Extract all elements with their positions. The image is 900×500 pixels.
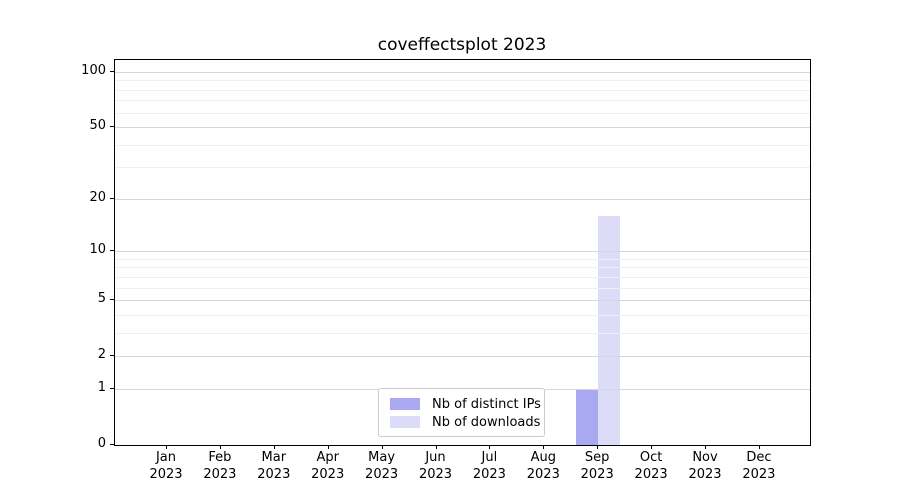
y-tick-mark (110, 126, 114, 128)
bar-downloads (598, 215, 621, 445)
x-tick-mark (327, 445, 329, 449)
x-tick-mark (758, 445, 760, 449)
y-tick-label: 2 (97, 347, 106, 363)
legend-swatch-downloads (390, 416, 420, 428)
y-tick-mark (110, 387, 114, 389)
legend-swatch-distinct-ips (390, 398, 420, 410)
x-tick-mark (705, 445, 706, 449)
y-tick-label: 100 (81, 62, 106, 78)
x-tick-label: Mar 2023 (257, 450, 291, 482)
x-tick-label: Apr 2023 (311, 450, 345, 482)
y-tick-label: 20 (89, 189, 106, 205)
y-tick-label: 1 (97, 379, 106, 395)
x-tick-label: May 2023 (365, 450, 399, 482)
gridline-major (115, 127, 810, 129)
chart-title: coveffectsplot 2023 (377, 35, 547, 55)
gridline-minor (115, 258, 810, 260)
gridline-minor (115, 276, 810, 278)
gridline-major (115, 251, 810, 253)
legend-item-downloads: Nb of downloads (379, 413, 544, 431)
x-tick-mark (381, 445, 383, 449)
gridline-minor (115, 314, 810, 316)
x-tick-label: Jul 2023 (472, 450, 506, 482)
legend-label-downloads: Nb of downloads (432, 414, 541, 430)
gridline-major (115, 356, 810, 358)
y-tick-label: 50 (89, 118, 106, 134)
y-tick-mark (110, 70, 114, 72)
y-tick-label: 10 (89, 242, 106, 258)
x-tick-label: Nov 2023 (688, 450, 722, 482)
x-tick-label: Feb 2023 (203, 450, 237, 482)
gridline-major (115, 300, 810, 302)
plot-area (114, 59, 811, 446)
gridline-minor (115, 267, 810, 269)
y-tick-mark (110, 299, 114, 301)
gridline-minor (115, 100, 810, 102)
legend-label-distinct-ips: Nb of distinct IPs (432, 396, 541, 412)
y-tick-mark (110, 444, 114, 445)
legend-item-distinct-ips: Nb of distinct IPs (379, 395, 544, 413)
x-tick-label: Oct 2023 (634, 450, 668, 482)
y-tick-mark (110, 250, 114, 252)
gridline-minor (115, 287, 810, 289)
x-tick-mark (597, 445, 599, 449)
x-tick-mark (651, 445, 653, 449)
x-tick-label: Aug 2023 (526, 450, 560, 482)
gridline-minor (115, 167, 810, 169)
y-tick-mark (110, 355, 114, 357)
gridline-minor (115, 332, 810, 334)
x-tick-label: Jan 2023 (149, 450, 183, 482)
x-tick-label: Sep 2023 (580, 450, 614, 482)
gridline-major (115, 198, 810, 200)
y-tick-label: 5 (97, 291, 106, 307)
x-tick-label: Jun 2023 (418, 450, 453, 482)
x-tick-mark (166, 445, 167, 449)
x-tick-label: Dec 2023 (742, 450, 776, 482)
gridline-minor (115, 80, 810, 82)
x-tick-mark (543, 445, 545, 449)
y-tick-mark (110, 197, 114, 199)
x-tick-mark (219, 445, 221, 449)
gridline-minor (115, 89, 810, 91)
legend: Nb of distinct IPs Nb of downloads (378, 388, 545, 437)
gridline-major (115, 71, 810, 73)
y-tick-label: 0 (97, 436, 106, 451)
bar-distinct-ips (576, 388, 599, 445)
gridline-minor (115, 144, 810, 146)
x-tick-mark (273, 445, 275, 449)
gridline-minor (115, 112, 810, 114)
x-tick-mark (435, 445, 437, 449)
x-tick-mark (489, 445, 491, 449)
